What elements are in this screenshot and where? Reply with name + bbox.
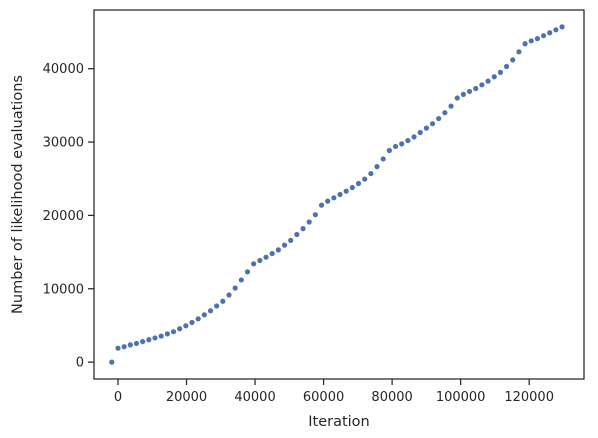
- data-point: [553, 27, 559, 33]
- plot-frame: [93, 9, 585, 380]
- x-axis-label: Iteration: [308, 414, 370, 430]
- data-point: [362, 176, 368, 182]
- data-point: [220, 298, 226, 304]
- data-point: [473, 85, 479, 92]
- y-axis: 0 10000 20000 30000 40000: [43, 62, 94, 371]
- data-point: [109, 359, 115, 365]
- data-point: [115, 345, 121, 351]
- data-point: [399, 141, 405, 147]
- x-tick-label: 40000: [234, 390, 275, 405]
- data-point: [343, 188, 349, 194]
- data-point: [386, 147, 392, 154]
- data-point: [275, 247, 281, 253]
- data-point: [368, 170, 374, 177]
- data-point: [479, 82, 485, 88]
- data-point: [146, 337, 152, 343]
- x-tick-label: 60000: [303, 390, 344, 405]
- data-point: [121, 344, 127, 350]
- x-tick-label: 100000: [436, 390, 486, 405]
- data-point: [294, 231, 300, 238]
- data-point: [226, 292, 232, 298]
- x-tick-label: 20000: [166, 390, 207, 405]
- data-point: [454, 95, 460, 101]
- data-point: [331, 195, 337, 201]
- data-point: [374, 164, 380, 170]
- data-point: [281, 242, 288, 248]
- data-point: [170, 329, 177, 335]
- y-tick-label: 40000: [43, 62, 84, 77]
- data-point: [405, 137, 411, 144]
- data-point: [337, 191, 343, 198]
- x-tick-label: 0: [114, 390, 122, 405]
- data-point: [312, 212, 318, 218]
- data-point: [349, 184, 355, 191]
- data-point: [251, 261, 257, 267]
- data-point: [325, 198, 331, 204]
- data-point: [522, 41, 528, 47]
- data-point: [497, 69, 503, 75]
- data-point: [448, 103, 454, 109]
- y-tick-label: 30000: [43, 136, 84, 151]
- y-tick-label: 20000: [43, 209, 84, 224]
- data-point: [442, 110, 448, 116]
- x-axis: 0 20000 40000 60000 80000 100000 120000: [114, 379, 554, 405]
- data-point: [534, 36, 541, 42]
- data-point: [189, 319, 195, 326]
- data-point: [485, 78, 491, 84]
- data-point: [540, 33, 547, 39]
- y-tick-label: 10000: [43, 282, 84, 297]
- data-point: [491, 74, 497, 80]
- data-point: [263, 254, 269, 260]
- data-point: [380, 156, 386, 162]
- data-point: [269, 250, 275, 257]
- data-point: [133, 340, 140, 347]
- data-point: [288, 237, 294, 243]
- data-point: [510, 57, 516, 63]
- plot-area: [109, 24, 565, 365]
- data-point: [417, 129, 423, 136]
- data-point: [257, 257, 263, 264]
- y-tick-label: 0: [76, 356, 84, 371]
- data-point: [559, 24, 565, 30]
- data-point: [516, 49, 522, 55]
- data-point: [152, 335, 158, 341]
- data-point: [466, 88, 473, 95]
- data-point: [127, 342, 133, 348]
- data-point: [177, 326, 183, 332]
- data-point: [423, 125, 429, 131]
- data-point: [158, 333, 164, 339]
- data-point: [238, 277, 244, 283]
- data-point: [300, 226, 306, 232]
- data-point: [195, 316, 201, 322]
- y-axis-label: Number of likelihood evaluations: [10, 75, 26, 314]
- data-point: [503, 63, 510, 70]
- data-point: [528, 38, 534, 44]
- data-point: [436, 115, 442, 122]
- data-point: [164, 331, 170, 337]
- data-point: [201, 312, 207, 318]
- data-point: [207, 308, 214, 314]
- data-point: [547, 30, 553, 36]
- data-point: [214, 303, 220, 309]
- data-point: [411, 134, 417, 140]
- data-point: [460, 91, 466, 97]
- data-point: [244, 269, 251, 275]
- x-tick-label: 120000: [504, 390, 554, 405]
- data-point: [429, 121, 436, 127]
- data-point: [306, 219, 312, 225]
- data-point: [355, 180, 362, 187]
- data-point: [392, 143, 399, 150]
- data-point: [318, 202, 325, 208]
- data-point: [232, 285, 238, 291]
- data-point: [183, 323, 189, 329]
- data-point: [140, 338, 146, 345]
- x-tick-label: 80000: [371, 390, 412, 405]
